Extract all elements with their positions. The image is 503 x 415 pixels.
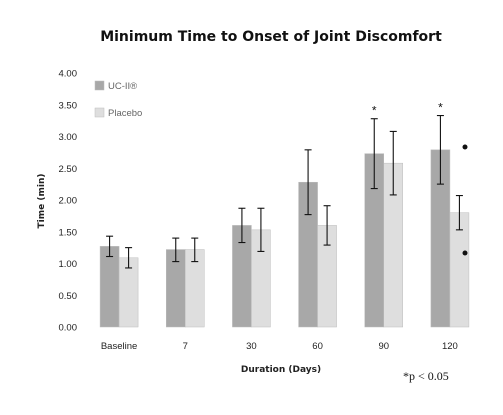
- x-axis-ticks: Baseline 7 30 60 90 120: [101, 341, 458, 352]
- y-tick-label: 3.50: [59, 100, 78, 111]
- y-tick-label: 0.00: [59, 323, 78, 334]
- y-tick-label: 2.50: [59, 164, 78, 175]
- legend-label: Placebo: [108, 108, 142, 119]
- legend-swatch: [94, 80, 105, 91]
- x-axis-title: Duration (Days): [241, 365, 321, 375]
- significance-mark: *: [438, 101, 443, 115]
- significance-mark: *: [372, 104, 377, 118]
- legend-swatch: [94, 107, 105, 118]
- marker-dot-lower: [462, 250, 468, 256]
- significance-footnote: *p < 0.05: [403, 369, 449, 383]
- chart-title: Minimum Time to Onset of Joint Discomfor…: [100, 29, 442, 45]
- x-tick-label: Baseline: [101, 341, 137, 352]
- x-tick-label: 30: [246, 341, 257, 352]
- bar: [99, 246, 120, 328]
- y-axis-title: Time (min): [37, 174, 47, 229]
- x-tick-label: 7: [183, 341, 188, 352]
- legend: UC-II® Placebo: [94, 80, 142, 119]
- legend-label: UC-II®: [108, 81, 137, 92]
- y-tick-label: 0.50: [59, 291, 78, 302]
- y-tick-label: 3.00: [59, 132, 78, 143]
- y-tick-label: 4.00: [59, 69, 78, 80]
- x-tick-label: 60: [312, 341, 323, 352]
- x-tick-label: 90: [378, 341, 389, 352]
- y-tick-label: 1.50: [59, 227, 78, 238]
- x-tick-label: 120: [442, 341, 458, 352]
- plot-area: * *: [99, 101, 470, 328]
- marker-dot-upper: [462, 144, 468, 150]
- y-axis-ticks: 0.00 0.50 1.00 1.50 2.00 2.50 3.00 3.50 4.00: [59, 69, 78, 334]
- y-tick-label: 2.00: [59, 196, 78, 207]
- y-tick-label: 1.00: [59, 259, 78, 270]
